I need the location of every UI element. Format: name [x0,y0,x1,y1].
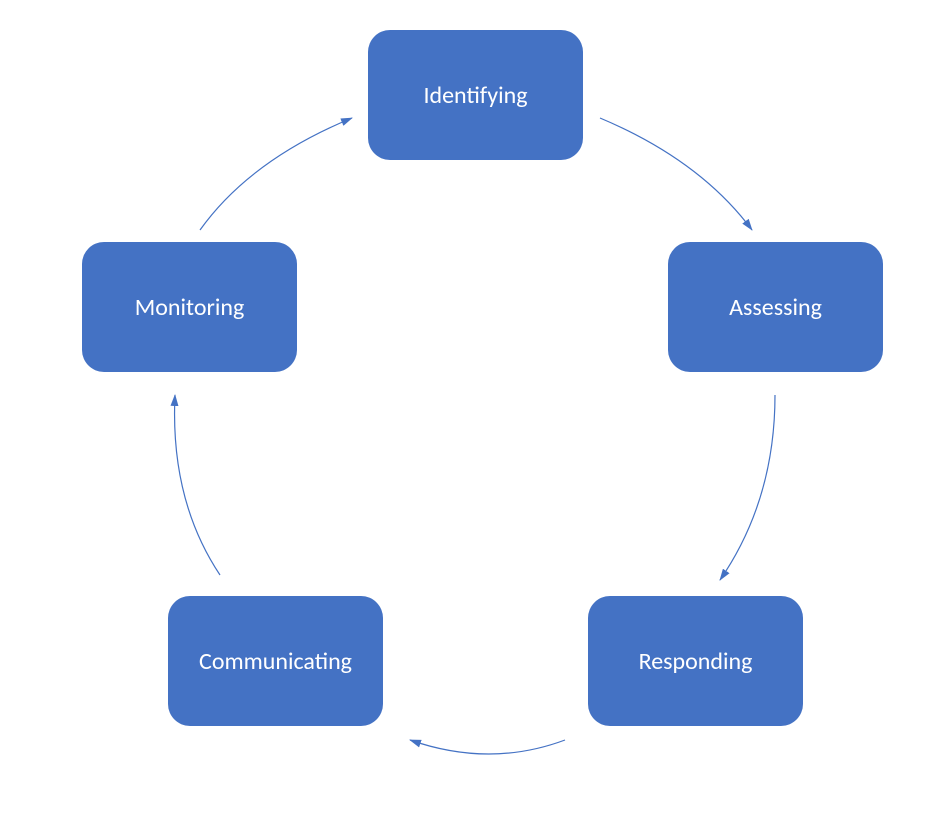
node-label: Communicating [199,647,352,676]
node-responding: Responding [588,596,803,726]
arrow-communicating-to-monitoring [175,395,220,575]
node-label: Identifying [423,81,527,110]
arrow-monitoring-to-identifying [200,118,352,230]
node-monitoring: Monitoring [82,242,297,372]
node-label: Monitoring [135,293,244,322]
node-label: Assessing [729,293,822,322]
arrow-identifying-to-assessing [600,118,752,230]
node-label: Responding [639,647,753,676]
arrow-responding-to-communicating [410,740,565,754]
node-communicating: Communicating [168,596,383,726]
node-assessing: Assessing [668,242,883,372]
node-identifying: Identifying [368,30,583,160]
arrow-assessing-to-responding [720,395,775,580]
cycle-diagram: Identifying Assessing Responding Communi… [0,0,952,826]
